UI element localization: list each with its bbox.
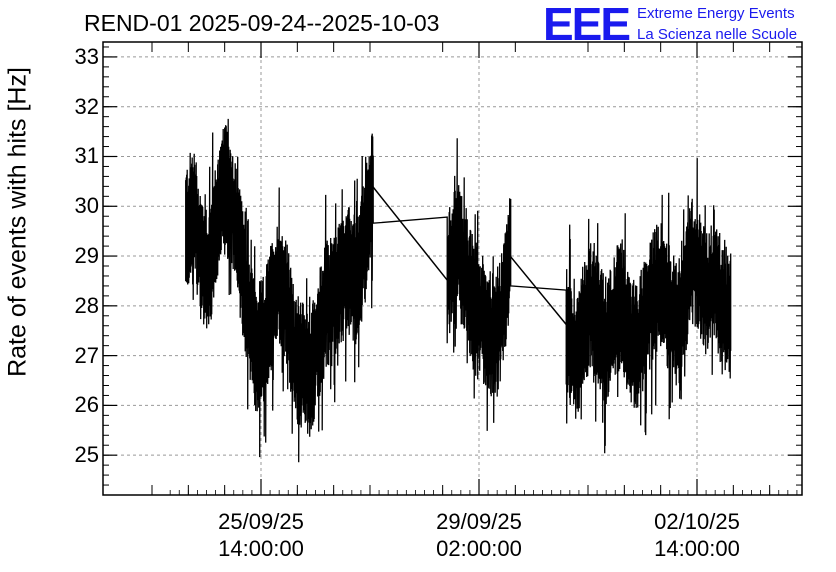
rate-series [185, 118, 732, 463]
x-tick-date: 02/10/25 [654, 509, 740, 534]
logo-line-2: La Scienza nelle Scuole [637, 26, 798, 43]
gap-connector-line [372, 185, 449, 282]
x-tick-date: 25/09/25 [218, 509, 304, 534]
logo-line-1: Extreme Energy Events [637, 5, 795, 22]
y-tick-label: 33 [74, 43, 99, 69]
y-tick-label: 31 [74, 143, 99, 169]
chart-title: REND-01 2025-09-24--2025-10-03 [84, 10, 440, 36]
x-tick-date: 29/09/25 [436, 509, 522, 534]
x-tick-time: 14:00:00 [654, 536, 740, 561]
chart-axes [102, 41, 803, 496]
y-tick-label: 26 [74, 392, 99, 418]
gap-connector-line [509, 255, 568, 327]
rate-noise-trace [185, 118, 732, 463]
x-tick-time: 14:00:00 [218, 536, 304, 561]
x-tick-label: 02/10/25 14:00:00 [654, 508, 740, 562]
plot-frame [102, 41, 803, 496]
y-tick-label: 29 [74, 243, 99, 269]
y-axis-label: Rate of events with hits [Hz] [3, 67, 32, 377]
y-tick-label: 30 [74, 193, 99, 219]
y-tick-label: 28 [74, 292, 99, 318]
x-tick-label: 29/09/25 02:00:00 [436, 508, 522, 562]
y-tick-label: 25 [74, 442, 99, 468]
y-tick-label: 27 [74, 342, 99, 368]
x-tick-label: 25/09/25 14:00:00 [218, 508, 304, 562]
y-tick-label: 32 [74, 93, 99, 119]
eee-logo: EEE [543, 0, 631, 50]
x-tick-time: 02:00:00 [436, 536, 522, 561]
